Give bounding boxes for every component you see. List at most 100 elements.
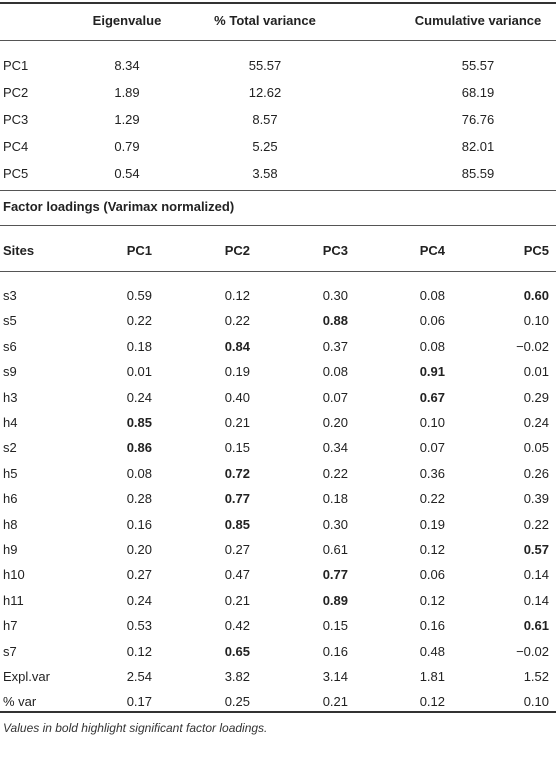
loading-value-cell: 0.22: [322, 465, 348, 481]
loading-value-cell: 0.47: [224, 567, 250, 583]
loadings-title-rule: [0, 225, 556, 226]
loading-value-cell: 0.25: [224, 694, 250, 710]
variance-row-label: PC2: [3, 85, 29, 100]
loading-value-cell: 0.84: [224, 338, 250, 354]
loading-value-cell: 0.14: [523, 567, 549, 583]
loadings-header-rule: [0, 271, 556, 272]
loading-value-cell: 0.06: [419, 567, 445, 583]
variance-cell: 68.19: [461, 85, 495, 100]
loading-value-cell: 0.10: [523, 313, 549, 329]
loading-value-cell: 0.85: [126, 415, 152, 430]
loading-value-cell: 0.42: [224, 618, 250, 634]
loading-value-cell: 0.22: [126, 313, 152, 329]
loadings-row-label: s7: [3, 643, 17, 659]
loading-value-cell: 0.60: [523, 288, 549, 303]
loadings-table-row: h5 0.08 0.72 0.22 0.36 0.26: [0, 460, 556, 488]
loading-value-cell: 0.15: [224, 440, 250, 456]
loadings-row-label: h8: [3, 516, 18, 532]
variance-cell: 5.25: [252, 139, 278, 154]
loadings-table-row: s2 0.86 0.15 0.34 0.07 0.05: [0, 434, 556, 462]
loading-value-cell: −0.02: [516, 643, 549, 659]
variance-table-bottom-rule: [0, 190, 556, 191]
loading-value-cell: 2.54: [126, 669, 152, 684]
loadings-row-label: Expl.var: [3, 669, 50, 684]
loading-value-cell: 0.08: [322, 364, 348, 380]
loading-value-cell: 0.67: [419, 389, 445, 405]
loading-value-cell: 0.24: [126, 389, 152, 405]
loading-value-cell: 0.12: [419, 542, 445, 557]
loadings-table-row: % var 0.17 0.25 0.21 0.12 0.10: [0, 688, 556, 716]
loading-value-cell: 0.39: [523, 491, 549, 507]
table-top-rule: [0, 2, 556, 4]
loading-value-cell: 0.61: [322, 542, 348, 557]
loadings-table-row: s3 0.59 0.12 0.30 0.08 0.60: [0, 282, 556, 310]
loadings-table-row: s7 0.12 0.65 0.16 0.48 −0.02: [0, 638, 556, 666]
loading-value-cell: 0.77: [322, 567, 348, 583]
loadings-table-row: s6 0.18 0.84 0.37 0.08 −0.02: [0, 333, 556, 361]
loadings-table-row: s5 0.22 0.22 0.88 0.06 0.10: [0, 307, 556, 335]
loading-value-cell: 0.28: [126, 491, 152, 507]
loading-value-cell: 0.06: [419, 313, 445, 329]
loading-value-cell: 0.21: [322, 694, 348, 710]
loadings-table-row: h11 0.24 0.21 0.89 0.12 0.14: [0, 587, 556, 615]
variance-row-label: PC5: [3, 166, 29, 181]
loadings-row-label: h6: [3, 491, 18, 507]
loading-value-cell: 0.30: [322, 288, 348, 303]
loading-value-cell: 0.12: [224, 288, 250, 303]
loading-value-cell: 0.10: [523, 694, 549, 710]
loading-value-cell: 0.34: [322, 440, 348, 456]
loading-value-cell: 0.16: [126, 516, 152, 532]
loading-value-cell: 0.21: [224, 415, 250, 430]
loadings-column-header: PC1: [126, 243, 152, 258]
variance-column-header: Eigenvalue: [92, 13, 162, 28]
loading-value-cell: 0.30: [322, 516, 348, 532]
loading-value-cell: 0.08: [419, 338, 445, 354]
loading-value-cell: 0.59: [126, 288, 152, 303]
loading-value-cell: 0.88: [322, 313, 348, 329]
loadings-column-header: PC5: [523, 243, 549, 258]
loadings-row-label: h7: [3, 618, 18, 634]
loadings-row-label: s2: [3, 440, 17, 456]
loading-value-cell: 0.91: [419, 364, 445, 380]
variance-cell: 8.34: [114, 58, 140, 73]
loading-value-cell: 0.07: [322, 389, 348, 405]
variance-cell: 8.57: [252, 112, 278, 127]
loading-value-cell: 1.81: [419, 669, 445, 684]
loading-value-cell: 0.53: [126, 618, 152, 634]
loading-value-cell: 0.26: [523, 465, 549, 481]
variance-row-label: PC1: [3, 58, 29, 73]
variance-cell: 55.57: [248, 58, 282, 73]
loading-value-cell: 0.57: [523, 542, 549, 557]
loadings-column-header: PC3: [322, 243, 348, 258]
loading-value-cell: 0.22: [419, 491, 445, 507]
loading-value-cell: 0.16: [322, 643, 348, 659]
loading-value-cell: 0.85: [224, 516, 250, 532]
loadings-row-label: h9: [3, 542, 18, 557]
loadings-table-row: h7 0.53 0.42 0.15 0.16 0.61: [0, 612, 556, 640]
loadings-row-label: h10: [3, 567, 25, 583]
variance-row-label: PC3: [3, 112, 29, 127]
loading-value-cell: −0.02: [516, 338, 549, 354]
variance-header-rule: [0, 40, 556, 41]
variance-cell: 0.79: [114, 139, 140, 154]
loading-value-cell: 0.36: [419, 465, 445, 481]
loading-value-cell: 0.12: [419, 592, 445, 608]
loading-value-cell: 0.40: [224, 389, 250, 405]
loading-value-cell: 0.18: [322, 491, 348, 507]
loadings-row-label: h11: [3, 592, 24, 608]
variance-cell: 3.58: [252, 166, 278, 181]
variance-cell: 85.59: [461, 166, 495, 181]
loadings-column-header: Sites: [3, 243, 35, 258]
loadings-row-label: h5: [3, 465, 18, 481]
loading-value-cell: 0.27: [126, 567, 152, 583]
loading-value-cell: 0.20: [322, 415, 348, 430]
loadings-table-row: h6 0.28 0.77 0.18 0.22 0.39: [0, 485, 556, 513]
variance-cell: 1.89: [114, 85, 140, 100]
loading-value-cell: 0.14: [523, 592, 549, 608]
loading-value-cell: 0.07: [419, 440, 445, 456]
loading-value-cell: 1.52: [523, 669, 549, 684]
loading-value-cell: 0.37: [322, 338, 348, 354]
variance-cell: 12.62: [248, 85, 282, 100]
loadings-row-label: h3: [3, 389, 18, 405]
loading-value-cell: 0.12: [126, 643, 152, 659]
